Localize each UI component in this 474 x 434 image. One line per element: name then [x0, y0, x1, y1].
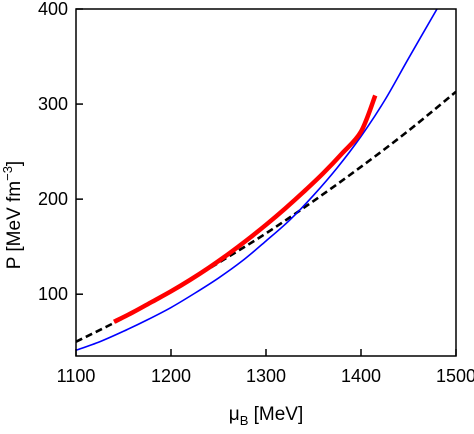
axis-ticks: 1100 1200 1300 1400 1500 100 200 300 400 [38, 0, 474, 386]
x-tick-label: 1300 [246, 366, 286, 386]
y-axis-label-superscript: −3 [0, 166, 15, 181]
y-tick-label: 200 [38, 189, 68, 209]
x-axis-label-subscript: B [240, 413, 249, 428]
x-axis-label: μB [MeV] [229, 404, 304, 428]
x-tick-label: 1400 [341, 366, 381, 386]
y-tick-label: 300 [38, 94, 68, 114]
x-tick-label: 1500 [436, 366, 474, 386]
x-tick-label: 1100 [57, 366, 96, 386]
y-tick-label: 100 [38, 284, 68, 304]
plot-frame [75, 8, 457, 357]
plot-area [76, 9, 456, 352]
y-axis-label: P [MeV fm−3] [0, 161, 25, 269]
y-tick-label: 400 [38, 0, 68, 19]
blue-solid-series [76, 9, 438, 352]
red-thick-series [112, 94, 378, 324]
black-dashed-series [76, 90, 456, 343]
x-tick-label: 1200 [151, 366, 191, 386]
